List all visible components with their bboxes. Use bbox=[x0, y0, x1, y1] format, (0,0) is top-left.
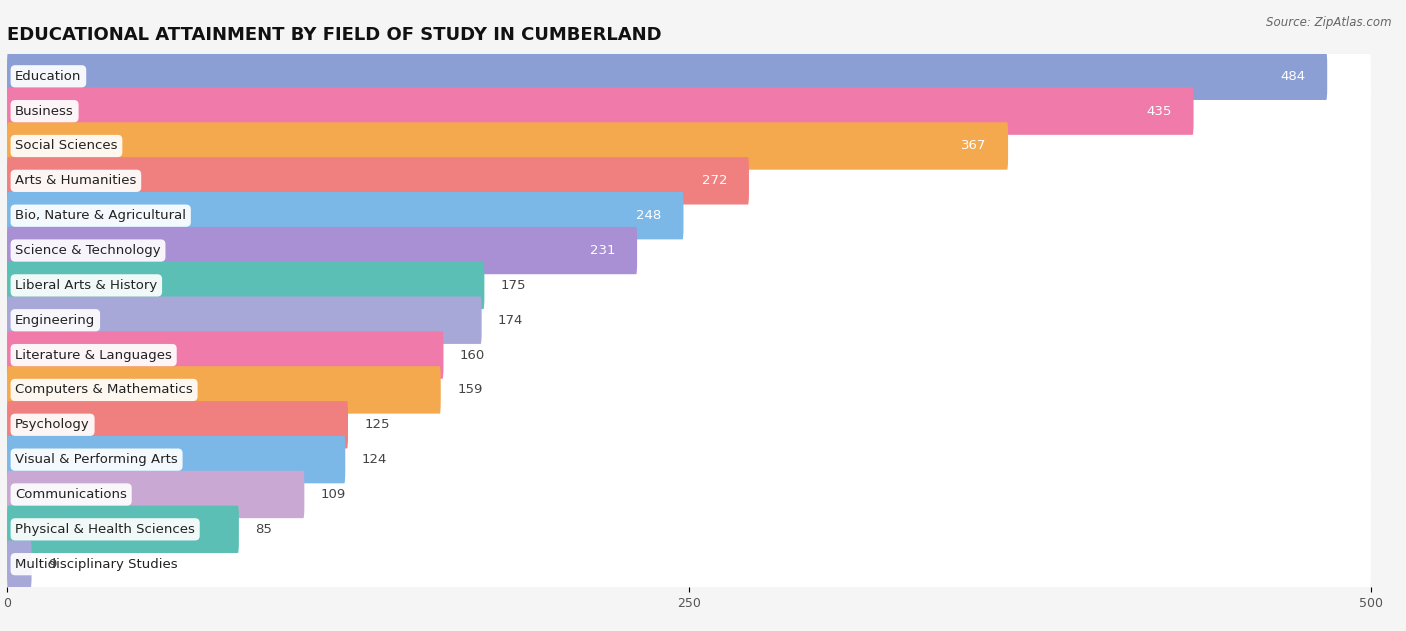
FancyBboxPatch shape bbox=[7, 297, 482, 344]
Text: Social Sciences: Social Sciences bbox=[15, 139, 118, 153]
Text: Source: ZipAtlas.com: Source: ZipAtlas.com bbox=[1267, 16, 1392, 29]
FancyBboxPatch shape bbox=[7, 401, 1371, 449]
FancyBboxPatch shape bbox=[7, 262, 1371, 309]
FancyBboxPatch shape bbox=[7, 262, 484, 309]
FancyBboxPatch shape bbox=[7, 401, 347, 449]
FancyBboxPatch shape bbox=[7, 505, 239, 553]
FancyBboxPatch shape bbox=[7, 541, 31, 588]
FancyBboxPatch shape bbox=[7, 52, 1327, 100]
FancyBboxPatch shape bbox=[7, 471, 304, 518]
FancyBboxPatch shape bbox=[7, 331, 443, 379]
FancyBboxPatch shape bbox=[7, 366, 440, 414]
Text: Business: Business bbox=[15, 105, 75, 117]
Text: 174: 174 bbox=[498, 314, 523, 327]
FancyBboxPatch shape bbox=[7, 52, 1371, 100]
FancyBboxPatch shape bbox=[7, 227, 637, 274]
FancyBboxPatch shape bbox=[7, 471, 1371, 518]
Text: Multidisciplinary Studies: Multidisciplinary Studies bbox=[15, 558, 177, 570]
FancyBboxPatch shape bbox=[7, 192, 1371, 239]
Text: Science & Technology: Science & Technology bbox=[15, 244, 160, 257]
FancyBboxPatch shape bbox=[7, 505, 1371, 553]
Text: 124: 124 bbox=[361, 453, 387, 466]
Text: Bio, Nature & Agricultural: Bio, Nature & Agricultural bbox=[15, 209, 186, 222]
Text: 109: 109 bbox=[321, 488, 346, 501]
Text: 435: 435 bbox=[1146, 105, 1171, 117]
Text: EDUCATIONAL ATTAINMENT BY FIELD OF STUDY IN CUMBERLAND: EDUCATIONAL ATTAINMENT BY FIELD OF STUDY… bbox=[7, 26, 662, 44]
FancyBboxPatch shape bbox=[7, 297, 1371, 344]
Text: 159: 159 bbox=[457, 384, 482, 396]
Text: 160: 160 bbox=[460, 348, 485, 362]
Text: 9: 9 bbox=[48, 558, 56, 570]
Text: Visual & Performing Arts: Visual & Performing Arts bbox=[15, 453, 179, 466]
FancyBboxPatch shape bbox=[7, 436, 1371, 483]
FancyBboxPatch shape bbox=[7, 227, 1371, 274]
Text: 248: 248 bbox=[637, 209, 662, 222]
Text: 272: 272 bbox=[702, 174, 727, 187]
FancyBboxPatch shape bbox=[7, 436, 346, 483]
Text: 484: 484 bbox=[1281, 70, 1305, 83]
FancyBboxPatch shape bbox=[7, 88, 1371, 135]
Text: 175: 175 bbox=[501, 279, 526, 292]
FancyBboxPatch shape bbox=[7, 157, 749, 204]
Text: Communications: Communications bbox=[15, 488, 127, 501]
Text: 85: 85 bbox=[256, 523, 273, 536]
Text: Education: Education bbox=[15, 70, 82, 83]
FancyBboxPatch shape bbox=[7, 192, 683, 239]
FancyBboxPatch shape bbox=[7, 541, 1371, 588]
Text: Psychology: Psychology bbox=[15, 418, 90, 431]
FancyBboxPatch shape bbox=[7, 157, 1371, 204]
Text: Arts & Humanities: Arts & Humanities bbox=[15, 174, 136, 187]
Text: 125: 125 bbox=[364, 418, 389, 431]
FancyBboxPatch shape bbox=[7, 88, 1194, 135]
FancyBboxPatch shape bbox=[7, 122, 1008, 170]
Text: Computers & Mathematics: Computers & Mathematics bbox=[15, 384, 193, 396]
Text: Engineering: Engineering bbox=[15, 314, 96, 327]
Text: Liberal Arts & History: Liberal Arts & History bbox=[15, 279, 157, 292]
Text: 367: 367 bbox=[960, 139, 986, 153]
Text: Literature & Languages: Literature & Languages bbox=[15, 348, 172, 362]
Text: 231: 231 bbox=[589, 244, 616, 257]
FancyBboxPatch shape bbox=[7, 122, 1371, 170]
FancyBboxPatch shape bbox=[7, 331, 1371, 379]
FancyBboxPatch shape bbox=[7, 366, 1371, 414]
Text: Physical & Health Sciences: Physical & Health Sciences bbox=[15, 523, 195, 536]
